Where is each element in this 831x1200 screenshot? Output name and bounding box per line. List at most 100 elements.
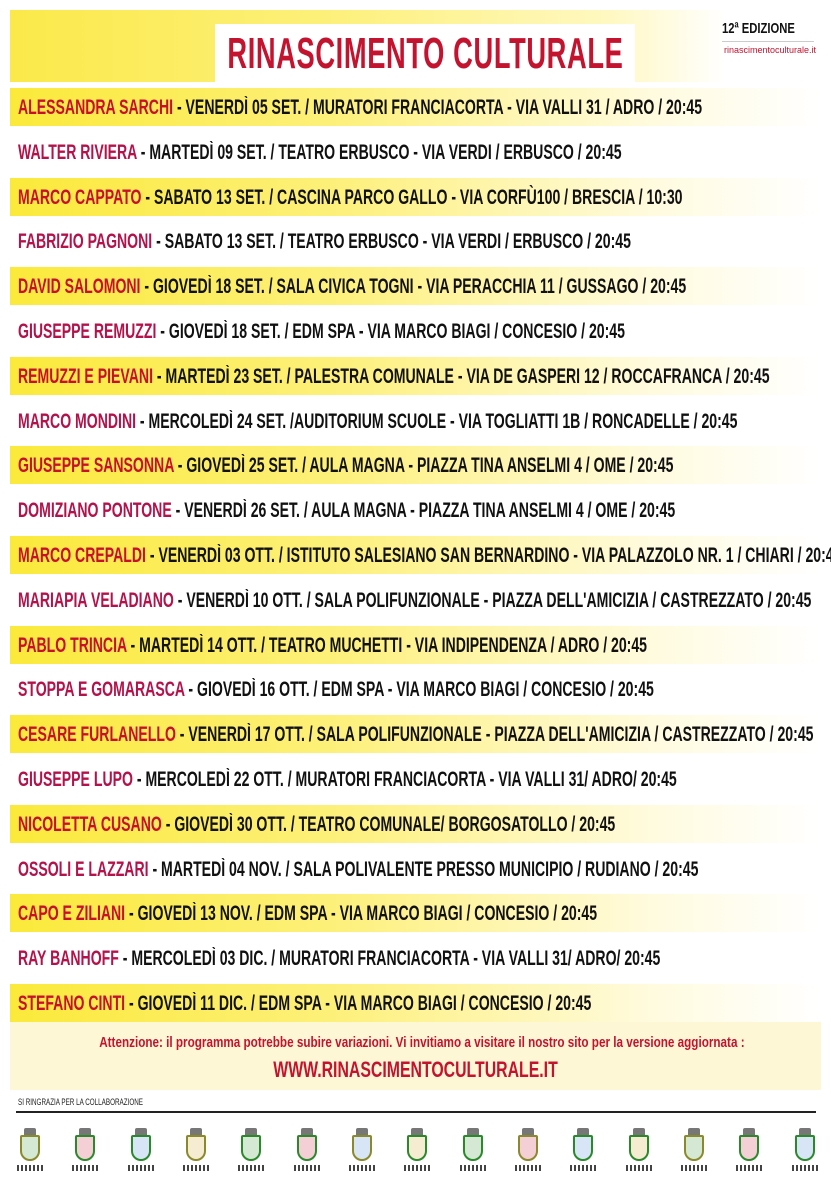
divider	[722, 41, 814, 42]
event-row: STEFANO CINTI - GIOVEDÌ 11 DIC. / EDM SP…	[10, 981, 821, 1026]
coat-of-arms-logo	[785, 1128, 825, 1188]
speaker-name: CESARE FURLANELLO	[18, 723, 176, 747]
website-link-small[interactable]: rinascimentoculturale.it	[724, 45, 817, 55]
event-row: GIUSEPPE LUPO - MERCOLEDÌ 22 OTT. / MURA…	[10, 757, 821, 802]
event-row: MARCO CAPPATO - SABATO 13 SET. / CASCINA…	[10, 175, 821, 220]
coat-of-arms-logo	[508, 1128, 548, 1188]
event-text: MARIAPIA VELADIANO - VENERDÌ 10 OTT. / S…	[18, 589, 811, 613]
event-row: CESARE FURLANELLO - VENERDÌ 17 OTT. / SA…	[10, 712, 821, 757]
event-details: - GIOVEDÌ 30 OTT. / TEATRO COMUNALE/ BOR…	[161, 812, 616, 836]
coat-of-arms-logo	[397, 1128, 437, 1188]
event-row: MARCO MONDINI - MERCOLEDÌ 24 SET. /AUDIT…	[10, 399, 821, 444]
speaker-name: STEFANO CINTI	[18, 991, 126, 1015]
title-box: RINASCIMENTO CULTURALE	[215, 24, 635, 84]
event-text: MARCO CREPALDI - VENERDÌ 03 OTT. / ISTIT…	[18, 544, 831, 568]
speaker-name: DOMIZIANO PONTONE	[18, 499, 172, 523]
event-details: - SABATO 13 SET. / TEATRO ERBUSCO - VIA …	[152, 230, 631, 254]
event-text: DAVID SALOMONI - GIOVEDÌ 18 SET. / SALA …	[18, 275, 686, 299]
speaker-name: GIUSEPPE SANSONNA	[18, 454, 174, 478]
event-details: - VENERDÌ 10 OTT. / SALA POLIFUNZIONALE …	[173, 588, 812, 612]
thanks-label: SI RINGRAZIA PER LA COLLABORAZIONE	[18, 1097, 143, 1107]
event-details: - MERCOLEDÌ 22 OTT. / MURATORI FRANCIACO…	[132, 767, 677, 791]
event-text: GIUSEPPE REMUZZI - GIOVEDÌ 18 SET. / EDM…	[18, 320, 625, 344]
event-text: MARCO CAPPATO - SABATO 13 SET. / CASCINA…	[18, 186, 683, 210]
event-row: NICOLETTA CUSANO - GIOVEDÌ 30 OTT. / TEA…	[10, 802, 821, 847]
speaker-name: REMUZZI E PIEVANI	[18, 364, 153, 388]
event-details: - VENERDÌ 03 OTT. / ISTITUTO SALESIANO S…	[145, 543, 831, 567]
event-row: FABRIZIO PAGNONI - SABATO 13 SET. / TEAT…	[10, 219, 821, 264]
event-details: - MERCOLEDÌ 03 DIC. / MURATORI FRANCIACO…	[118, 947, 661, 971]
speaker-name: GIUSEPPE LUPO	[18, 767, 133, 791]
event-details: - MARTEDÌ 14 OTT. / TEATRO MUCHETTI - VI…	[126, 633, 648, 657]
event-row: OSSOLI E LAZZARI - MARTEDÌ 04 NOV. / SAL…	[10, 847, 821, 892]
event-row: GIUSEPPE SANSONNA - GIOVEDÌ 25 SET. / AU…	[10, 443, 821, 488]
row-highlight	[10, 715, 821, 754]
speaker-name: ALESSANDRA SARCHI	[18, 96, 174, 119]
speaker-name: CAPO E ZILIANI	[18, 902, 126, 926]
event-details: - GIOVEDÌ 16 OTT. / EDM SPA - VIA MARCO …	[184, 678, 654, 702]
header-banner: RINASCIMENTO CULTURALE	[10, 10, 805, 84]
notice-text: Attenzione: il programma potrebbe subire…	[99, 1034, 745, 1051]
speaker-name: MARCO CAPPATO	[18, 185, 142, 209]
edition-label: 12ª EDIZIONE	[722, 20, 795, 37]
event-text: STOPPA E GOMARASCA - GIOVEDÌ 16 OTT. / E…	[18, 678, 654, 702]
speaker-name: OSSOLI E LAZZARI	[18, 857, 149, 881]
event-details: - MARTEDÌ 09 SET. / TEATRO ERBUSCO - VIA…	[136, 140, 622, 164]
event-row: DOMIZIANO PONTONE - VENERDÌ 26 SET. / AU…	[10, 488, 821, 533]
coat-of-arms-logo	[65, 1128, 105, 1188]
event-text: STEFANO CINTI - GIOVEDÌ 11 DIC. / EDM SP…	[18, 992, 591, 1016]
divider	[16, 1111, 816, 1113]
event-text: NICOLETTA CUSANO - GIOVEDÌ 30 OTT. / TEA…	[18, 813, 615, 837]
coat-of-arms-logo	[10, 1128, 50, 1188]
event-details: - VENERDÌ 17 OTT. / SALA POLIFUNZIONALE …	[175, 723, 814, 747]
row-highlight	[10, 356, 821, 395]
sponsor-logos	[10, 1128, 825, 1188]
event-details: - GIOVEDÌ 13 NOV. / EDM SPA - VIA MARCO …	[125, 902, 598, 926]
speaker-name: PABLO TRINCIA	[18, 633, 127, 657]
speaker-name: GIUSEPPE REMUZZI	[18, 319, 157, 343]
event-list: ALESSANDRA SARCHI - VENERDÌ 05 SET. / MU…	[10, 85, 831, 1026]
speaker-name: WALTER RIVIERA	[18, 140, 137, 164]
speaker-name: FABRIZIO PAGNONI	[18, 230, 153, 254]
event-details: - GIOVEDÌ 18 SET. / EDM SPA - VIA MARCO …	[156, 319, 625, 343]
event-text: FABRIZIO PAGNONI - SABATO 13 SET. / TEAT…	[18, 230, 631, 254]
event-text: DOMIZIANO PONTONE - VENERDÌ 26 SET. / AU…	[18, 499, 675, 523]
event-row: RAY BANHOFF - MERCOLEDÌ 03 DIC. / MURATO…	[10, 936, 821, 981]
coat-of-arms-logo	[674, 1128, 714, 1188]
event-details: - MARTEDÌ 23 SET. / PALESTRA COMUNALE - …	[152, 364, 770, 388]
row-highlight	[10, 446, 821, 485]
coat-of-arms-logo	[453, 1128, 493, 1188]
event-text: CAPO E ZILIANI - GIOVEDÌ 13 NOV. / EDM S…	[18, 902, 597, 926]
row-highlight	[10, 177, 821, 216]
event-details: - GIOVEDÌ 11 DIC. / EDM SPA - VIA MARCO …	[125, 991, 592, 1015]
event-details: - GIOVEDÌ 25 SET. / AULA MAGNA - PIAZZA …	[173, 454, 674, 478]
coat-of-arms-logo	[729, 1128, 769, 1188]
website-link[interactable]: WWW.RINASCIMENTOCULTURALE.IT	[273, 1057, 558, 1082]
event-row: REMUZZI E PIEVANI - MARTEDÌ 23 SET. / PA…	[10, 354, 821, 399]
event-details: - MARTEDÌ 04 NOV. / SALA POLIVALENTE PRE…	[148, 857, 699, 881]
row-highlight	[10, 625, 821, 664]
event-details: - VENERDÌ 05 SET. / MURATORI FRANCIACORT…	[173, 96, 703, 119]
row-highlight	[10, 983, 821, 1022]
event-text: RAY BANHOFF - MERCOLEDÌ 03 DIC. / MURATO…	[18, 947, 660, 971]
event-details: - VENERDÌ 26 SET. / AULA MAGNA - PIAZZA …	[171, 499, 676, 523]
coat-of-arms-logo	[176, 1128, 216, 1188]
row-highlight	[10, 894, 821, 933]
event-details: - SABATO 13 SET. / CASCINA PARCO GALLO -…	[141, 185, 683, 209]
coat-of-arms-logo	[121, 1128, 161, 1188]
row-highlight	[10, 535, 821, 574]
event-text: REMUZZI E PIEVANI - MARTEDÌ 23 SET. / PA…	[18, 365, 770, 389]
speaker-name: MARCO CREPALDI	[18, 543, 146, 567]
event-text: ALESSANDRA SARCHI - VENERDÌ 05 SET. / MU…	[18, 96, 702, 120]
event-row: CAPO E ZILIANI - GIOVEDÌ 13 NOV. / EDM S…	[10, 891, 821, 936]
speaker-name: STOPPA E GOMARASCA	[18, 678, 185, 702]
event-row: GIUSEPPE REMUZZI - GIOVEDÌ 18 SET. / EDM…	[10, 309, 821, 354]
page-title: RINASCIMENTO CULTURALE	[226, 29, 624, 78]
event-row: STOPPA E GOMARASCA - GIOVEDÌ 16 OTT. / E…	[10, 667, 821, 712]
event-details: - MERCOLEDÌ 24 SET. /AUDITORIUM SCUOLE -…	[136, 409, 738, 433]
event-text: WALTER RIVIERA - MARTEDÌ 09 SET. / TEATR…	[18, 141, 622, 165]
event-row: MARIAPIA VELADIANO - VENERDÌ 10 OTT. / S…	[10, 578, 821, 623]
event-row: MARCO CREPALDI - VENERDÌ 03 OTT. / ISTIT…	[10, 533, 831, 578]
coat-of-arms-logo	[563, 1128, 603, 1188]
coat-of-arms-logo	[287, 1128, 327, 1188]
